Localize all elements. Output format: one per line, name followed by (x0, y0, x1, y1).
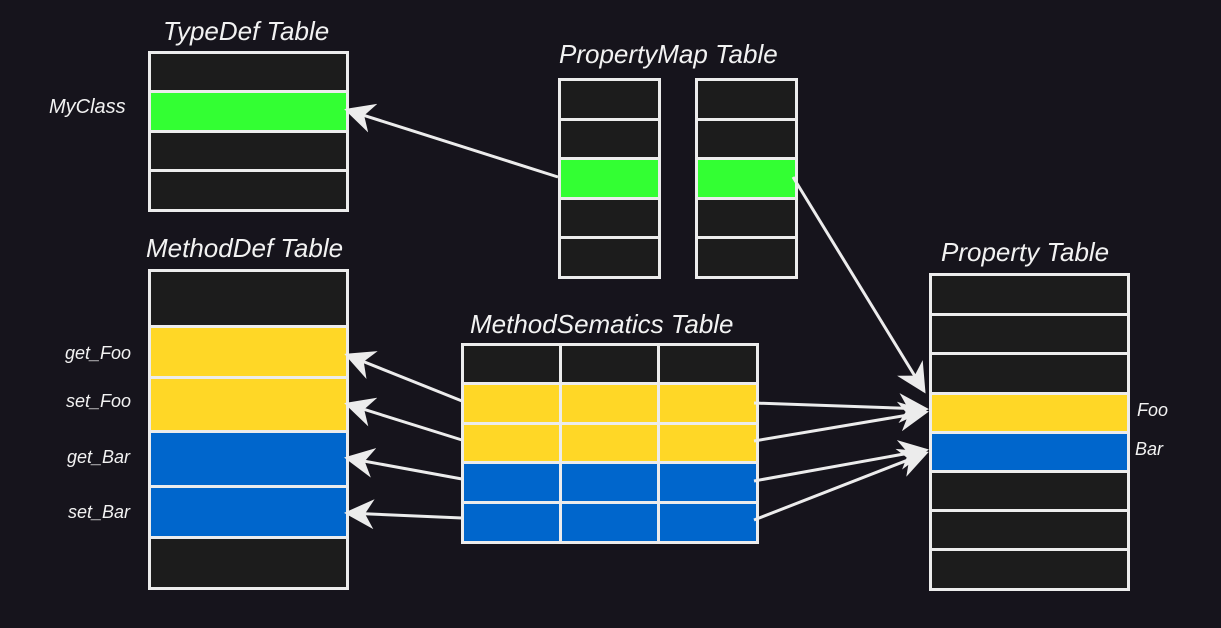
arrow-semantics-to-bar-1 (753, 440, 929, 483)
methodsemantics-cell-blue (559, 501, 660, 544)
arrow-semantics-to-get-bar (344, 448, 463, 481)
arrow-semantics-to-foo-2 (753, 401, 929, 443)
foo-label: Foo (1137, 400, 1169, 420)
arrow-propertymap-to-property (791, 176, 926, 394)
propertymap-cell-empty (695, 236, 798, 279)
arrow-propertymap-to-myclass (344, 103, 559, 179)
arrow-semantics-to-set-foo (344, 397, 463, 442)
get-bar-label: get_Bar (67, 447, 131, 467)
arrow-semantics-to-get-foo (344, 351, 463, 403)
propertymap-table-title: PropertyMap Table (559, 39, 778, 69)
property-cell-empty (929, 509, 1130, 551)
set-foo-label: set_Foo (66, 391, 132, 411)
methodsemantics-table-title: MethodSematics Table (470, 309, 734, 339)
typedef-cell-empty (148, 169, 349, 212)
methodsemantics-cell-blue (461, 501, 562, 544)
propertymap-cell-empty (558, 197, 661, 239)
methoddef-table-title: MethodDef Table (146, 233, 344, 263)
methoddef-cell-empty (148, 536, 349, 590)
methodsemantics-cell-blue (657, 501, 759, 544)
property-table-title: Property Table (941, 237, 1110, 267)
myclass-label: MyClass (49, 96, 126, 118)
arrow-semantics-to-bar-2 (753, 448, 929, 522)
typedef-table-title: TypeDef Table (163, 16, 330, 46)
property-cell-empty (929, 548, 1130, 591)
get-foo-label: get_Foo (65, 343, 132, 363)
set-bar-label: set_Bar (68, 502, 131, 522)
methoddef-cell-yellow (148, 376, 349, 433)
propertymap-cell-empty (558, 236, 661, 279)
methodsemantics-cell-blue (657, 461, 759, 504)
arrow-semantics-to-set-bar (344, 499, 463, 530)
methodsemantics-cell-blue (461, 461, 562, 504)
arrow-semantics-to-foo-1 (753, 393, 929, 424)
bar-label: Bar (1135, 439, 1164, 459)
